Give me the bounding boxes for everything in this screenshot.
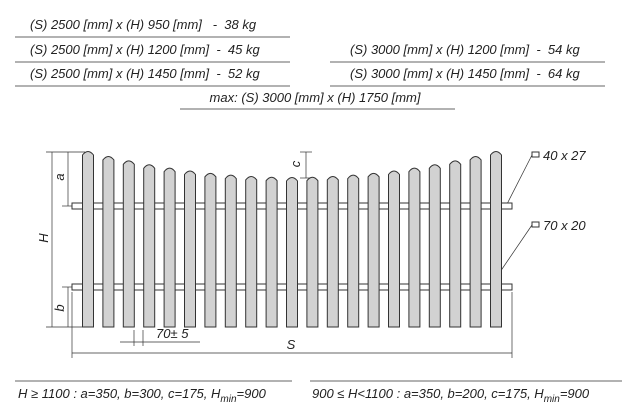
dim-label: 70± 5	[156, 326, 189, 341]
picket	[388, 170, 400, 328]
picket	[224, 174, 237, 328]
picket	[367, 172, 380, 328]
dim-label: b	[52, 304, 67, 311]
dim-label: S	[287, 337, 296, 352]
picket	[204, 172, 217, 328]
picket	[245, 175, 258, 328]
picket	[306, 176, 319, 328]
picket	[143, 164, 156, 328]
picket	[449, 160, 462, 328]
dim-label: c	[288, 160, 303, 167]
spec: (S) 2500 [mm] x (H) 1200 [mm] - 45 kg	[30, 42, 260, 57]
layout	[15, 36, 622, 382]
spec: (S) 2500 [mm] x (H) 1450 [mm] - 52 kg	[30, 66, 260, 81]
dim-label: H	[36, 233, 51, 243]
max-size: max: (S) 3000 [mm] x (H) 1750 [mm]	[210, 90, 421, 105]
note-text: 900 ≤ H<1100 : a=350, b=200, c=175, H	[312, 386, 544, 401]
dim-label: a	[52, 173, 67, 180]
note: 900 ≤ H<1100 : a=350, b=200, c=175, Hmin…	[312, 386, 590, 405]
picket	[163, 167, 176, 328]
note: H ≥ 1100 : a=350, b=300, c=175, Hmin=900	[18, 386, 267, 405]
spec: (S) 2500 [mm] x (H) 950 [mm] - 38 kg	[30, 17, 257, 32]
note-sub: min	[544, 394, 561, 405]
note-sub: min	[220, 394, 237, 405]
rail-label: 70 x 20	[543, 218, 586, 233]
picket	[122, 160, 135, 328]
note-tail: =900	[237, 386, 267, 401]
picket	[326, 175, 339, 328]
picket	[490, 151, 502, 328]
note-text: H ≥ 1100 : a=350, b=300, c=175, H	[18, 386, 221, 401]
picket	[408, 167, 421, 328]
note-tail: =900	[560, 386, 590, 401]
picket	[184, 170, 196, 328]
spec: (S) 3000 [mm] x (H) 1200 [mm] - 54 kg	[350, 42, 580, 57]
fence	[46, 151, 540, 358]
picket	[347, 174, 360, 328]
picket	[428, 164, 441, 328]
spec: (S) 3000 [mm] x (H) 1450 [mm] - 64 kg	[350, 66, 580, 81]
picket	[265, 176, 278, 328]
rail-label: 40 x 27	[543, 148, 586, 163]
picket	[286, 177, 298, 328]
picket	[469, 155, 482, 328]
picket	[102, 155, 115, 328]
picket	[82, 151, 94, 328]
